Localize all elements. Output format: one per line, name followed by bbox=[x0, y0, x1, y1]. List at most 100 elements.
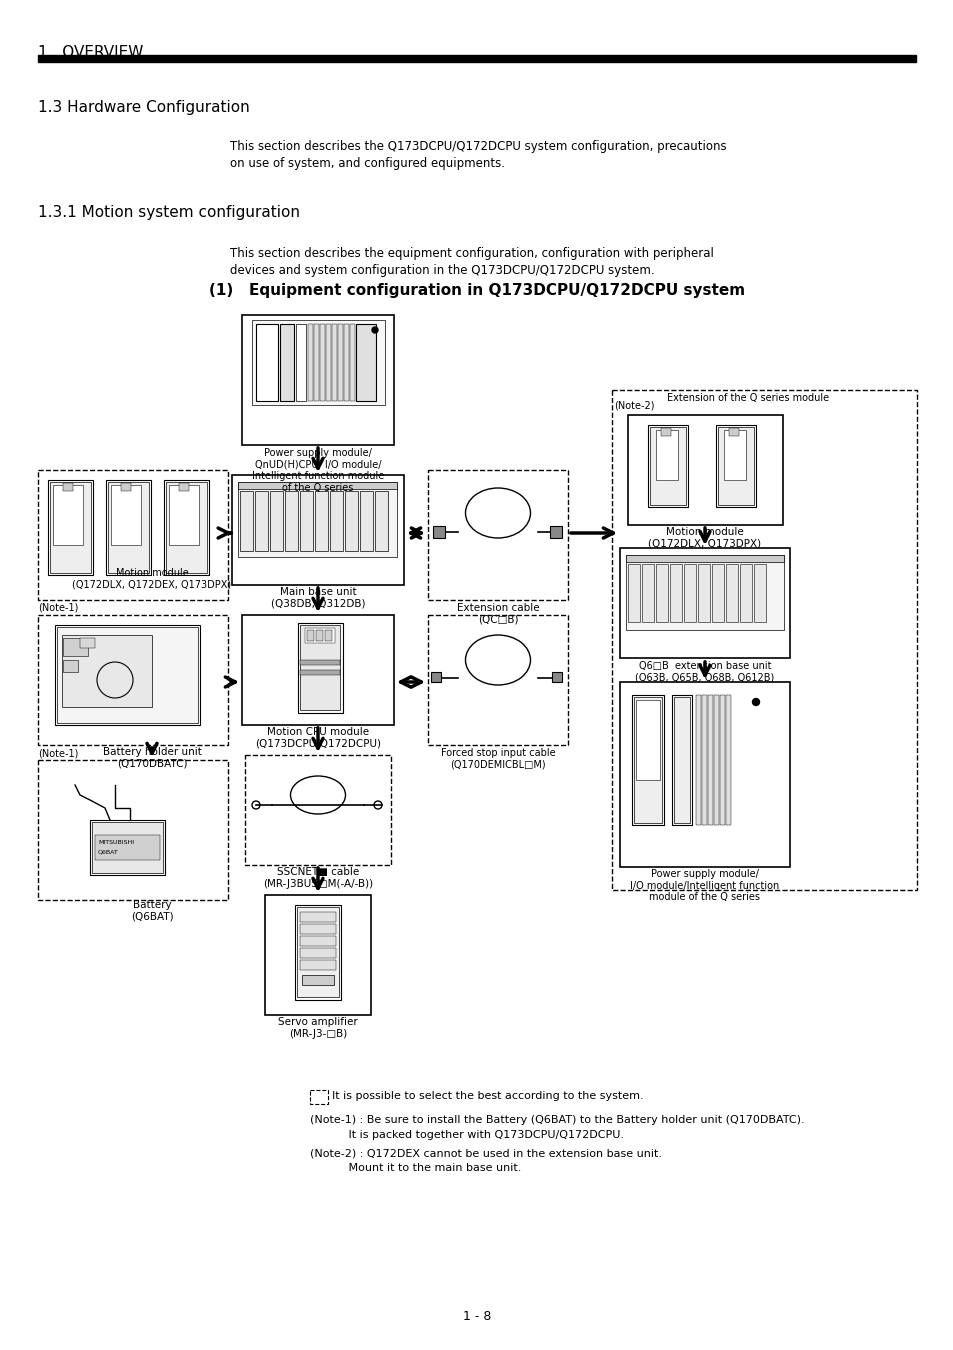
Bar bbox=[619, 682, 789, 867]
Bar bbox=[308, 324, 313, 401]
Text: Battery holder unit
(Q170DBATC): Battery holder unit (Q170DBATC) bbox=[103, 747, 201, 768]
Bar bbox=[718, 427, 753, 505]
Bar bbox=[683, 564, 696, 622]
Bar bbox=[753, 564, 765, 622]
Bar bbox=[550, 526, 561, 539]
Bar bbox=[111, 485, 141, 545]
Text: 1   OVERVIEW: 1 OVERVIEW bbox=[38, 45, 143, 59]
Bar bbox=[350, 324, 355, 401]
Bar bbox=[297, 622, 343, 713]
Bar bbox=[38, 760, 228, 900]
Bar bbox=[299, 948, 335, 958]
Text: SSCNET■ cable
(MR-J3BUS□M(-A/-B)): SSCNET■ cable (MR-J3BUS□M(-A/-B)) bbox=[263, 867, 373, 888]
Bar bbox=[80, 639, 95, 648]
Bar bbox=[299, 660, 339, 666]
Bar bbox=[240, 491, 253, 551]
Bar bbox=[332, 324, 336, 401]
Bar bbox=[319, 324, 325, 401]
Text: Motion module
(Q172DLX, Q172DEX, Q173DPX): Motion module (Q172DLX, Q172DEX, Q173DPX… bbox=[72, 568, 232, 590]
Bar bbox=[431, 672, 440, 682]
Bar bbox=[375, 491, 388, 551]
Bar bbox=[55, 625, 200, 725]
Bar bbox=[48, 481, 92, 575]
Bar bbox=[307, 630, 314, 641]
Bar bbox=[355, 324, 375, 401]
Text: (Note-1): (Note-1) bbox=[38, 748, 78, 757]
Bar bbox=[315, 630, 323, 641]
Bar bbox=[728, 428, 739, 436]
Bar bbox=[711, 564, 723, 622]
Bar bbox=[245, 755, 391, 865]
Bar bbox=[725, 564, 738, 622]
Text: Forced stop input cable
(Q170DEMICBL□M): Forced stop input cable (Q170DEMICBL□M) bbox=[440, 748, 555, 770]
Bar bbox=[90, 819, 165, 875]
Text: Extension cable
(QC□B): Extension cable (QC□B) bbox=[456, 603, 538, 625]
Bar bbox=[625, 555, 783, 630]
Bar bbox=[299, 913, 335, 922]
Bar bbox=[91, 822, 163, 873]
Text: (Note-2): (Note-2) bbox=[614, 400, 654, 410]
Text: (Note-1): (Note-1) bbox=[38, 602, 78, 612]
Bar bbox=[299, 936, 335, 946]
Bar bbox=[673, 697, 689, 824]
Bar bbox=[62, 634, 152, 707]
Bar bbox=[627, 564, 639, 622]
Bar bbox=[38, 616, 228, 745]
Bar bbox=[647, 425, 687, 508]
Bar bbox=[299, 491, 313, 551]
Bar bbox=[305, 628, 335, 643]
Bar bbox=[625, 555, 783, 562]
Text: It is possible to select the best according to the system.: It is possible to select the best accord… bbox=[332, 1091, 643, 1102]
Bar bbox=[433, 526, 444, 539]
Bar bbox=[295, 324, 306, 401]
Bar bbox=[720, 695, 724, 825]
Bar bbox=[166, 482, 207, 572]
Text: Motion module
(Q172DLX, Q173DPX): Motion module (Q172DLX, Q173DPX) bbox=[648, 526, 760, 548]
Bar bbox=[326, 324, 331, 401]
Text: Q6BAT: Q6BAT bbox=[98, 849, 118, 855]
Bar bbox=[299, 670, 339, 675]
Bar bbox=[314, 324, 318, 401]
Bar bbox=[656, 564, 667, 622]
Text: 1.3 Hardware Configuration: 1.3 Hardware Configuration bbox=[38, 100, 250, 115]
Text: (Note-1) : Be sure to install the Battery (Q6BAT) to the Battery holder unit (Q1: (Note-1) : Be sure to install the Batter… bbox=[310, 1115, 803, 1125]
Text: on use of system, and configured equipments.: on use of system, and configured equipme… bbox=[230, 157, 504, 170]
Bar bbox=[63, 639, 88, 656]
Bar bbox=[636, 701, 659, 780]
Text: Battery
(Q6BAT): Battery (Q6BAT) bbox=[131, 900, 173, 922]
Bar bbox=[701, 695, 706, 825]
Bar bbox=[345, 491, 357, 551]
Text: 1.3.1 Motion system configuration: 1.3.1 Motion system configuration bbox=[38, 205, 299, 220]
Bar bbox=[299, 625, 339, 710]
Bar bbox=[619, 548, 789, 657]
Text: This section describes the equipment configuration, configuration with periphera: This section describes the equipment con… bbox=[230, 247, 713, 261]
Bar bbox=[725, 695, 730, 825]
Bar bbox=[723, 431, 745, 481]
Bar bbox=[280, 324, 294, 401]
Bar bbox=[108, 482, 149, 572]
Bar bbox=[696, 695, 700, 825]
Text: It is packed together with Q173DCPU/Q172DCPU.: It is packed together with Q173DCPU/Q172… bbox=[310, 1130, 623, 1139]
Bar bbox=[164, 481, 209, 575]
Bar bbox=[38, 55, 915, 62]
Text: Extension of the Q series module: Extension of the Q series module bbox=[666, 393, 828, 404]
Bar bbox=[337, 324, 343, 401]
Bar bbox=[169, 485, 199, 545]
Bar bbox=[325, 630, 332, 641]
Bar bbox=[232, 475, 403, 585]
Bar bbox=[63, 483, 73, 491]
Bar bbox=[38, 470, 228, 599]
Bar bbox=[299, 960, 335, 971]
Text: This section describes the Q173DCPU/Q172DCPU system configuration, precautions: This section describes the Q173DCPU/Q172… bbox=[230, 140, 726, 153]
Bar bbox=[252, 320, 385, 405]
Bar bbox=[330, 491, 343, 551]
Bar bbox=[95, 836, 160, 860]
Bar bbox=[294, 904, 340, 1000]
Bar bbox=[552, 672, 561, 682]
Bar bbox=[242, 315, 394, 446]
Bar bbox=[53, 485, 83, 545]
Bar bbox=[106, 481, 151, 575]
Text: Q6□B  extension base unit
(Q63B, Q65B, Q68B, Q612B): Q6□B extension base unit (Q63B, Q65B, Q6… bbox=[635, 662, 774, 683]
Bar bbox=[63, 660, 78, 672]
Bar bbox=[299, 923, 335, 934]
